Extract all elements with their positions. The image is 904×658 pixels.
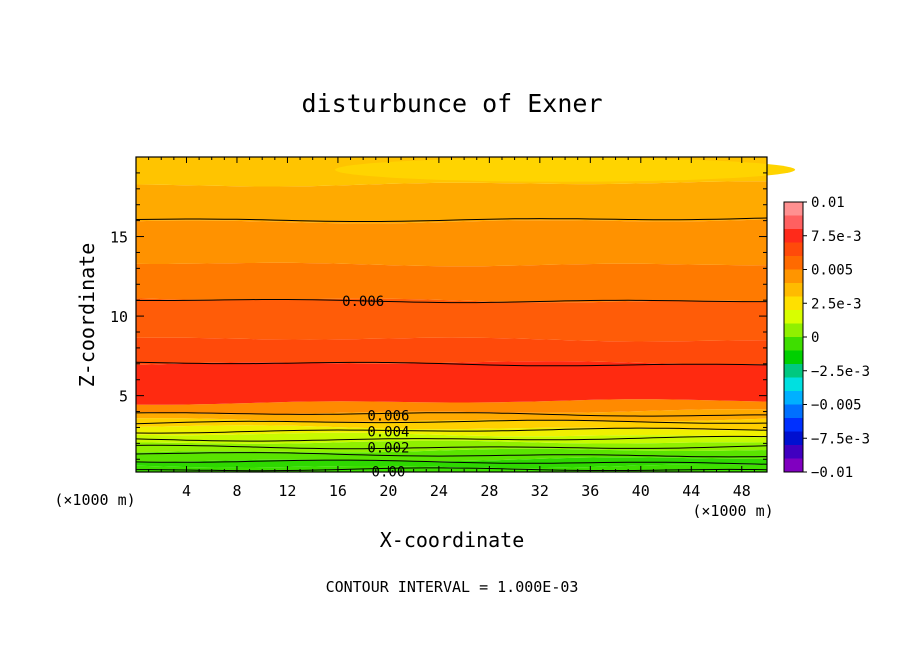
colorbar-swatch (784, 256, 803, 270)
contour-line (135, 459, 768, 465)
colorbar-tick-label: 0.01 (811, 195, 845, 211)
contour-band (136, 418, 767, 431)
colorbar-swatch (784, 215, 803, 230)
colorbar-tick-label: 0.005 (811, 263, 853, 279)
colorbar-tick-label: −0.005 (811, 398, 862, 414)
colorbar-swatch (784, 283, 803, 297)
colorbar-swatch (784, 242, 803, 257)
x-tick-label: 48 (733, 482, 751, 500)
x-tick-label: 24 (430, 482, 448, 500)
y-axis-ticks: 5 10 15 (110, 172, 767, 460)
x-axis-label: X-coordinate (380, 528, 525, 552)
x-units-right: (×1000 m) (692, 502, 773, 520)
y-tick-label: 5 (119, 388, 128, 406)
contour-band (136, 298, 767, 342)
contour-line (135, 217, 768, 222)
x-tick-label: 32 (531, 482, 549, 500)
colorbar-swatch (784, 337, 803, 351)
x-tick-label: 8 (232, 482, 241, 500)
contour-label: 0.002 (367, 441, 409, 457)
colorbar-swatch (784, 445, 803, 459)
x-tick-label: 44 (682, 482, 700, 500)
contour-line (135, 444, 768, 450)
y-tick-label: 10 (110, 308, 128, 326)
colorbar-swatch (784, 310, 803, 324)
colorbar-tick-label: 2.5e-3 (811, 296, 862, 312)
contour-line (136, 299, 767, 304)
colorbar-swatch (784, 350, 803, 365)
contour-band (136, 409, 767, 422)
contour-band (136, 337, 767, 365)
plot-area (136, 157, 796, 472)
x-tick-label: 36 (581, 482, 599, 500)
colorbar-swatch (784, 377, 803, 392)
contour-line (135, 435, 768, 442)
x-tick-label: 4 (182, 482, 191, 500)
colorbar-tick-label: 0 (811, 330, 819, 346)
contour-label: 0.004 (367, 425, 409, 441)
contour-line (135, 427, 768, 434)
y-tick-label: 15 (110, 229, 128, 247)
contour-label: 0.006 (367, 409, 409, 425)
colorbar-tick-label: −7.5e-3 (811, 431, 870, 447)
colorbar-tick-label: −0.01 (811, 465, 853, 481)
contour-interval-note: CONTOUR INTERVAL = 1.000E-03 (326, 578, 579, 596)
x-tick-label: 12 (278, 482, 296, 500)
colorbar-swatch (784, 431, 803, 446)
x-tick-label: 20 (379, 482, 397, 500)
x-units-left: (×1000 m) (54, 491, 135, 509)
contour-band (136, 361, 767, 405)
contour-band (136, 262, 767, 303)
contour-band (136, 219, 767, 267)
x-axis-ticks: 4 8 12 16 20 24 28 32 36 40 44 48 (148, 157, 755, 500)
colorbar-tick-label: −2.5e-3 (811, 364, 870, 380)
contour-line (135, 419, 768, 425)
contour-band (136, 399, 767, 415)
colorbar-swatch (784, 391, 803, 405)
colorbar-swatch (784, 323, 803, 338)
colorbar-swatch (784, 404, 803, 419)
contour-band (136, 440, 767, 453)
colorbar-swatch (784, 418, 803, 432)
colorbar-swatch (784, 202, 803, 216)
contour-line (136, 467, 768, 472)
colorbar-swatch (784, 364, 803, 378)
colorbar-swatch (784, 269, 803, 284)
colorbar: 0.01 7.5e-3 0.005 2.5e-3 0 −2.5e-3 −0.005 −7.5e… (783, 195, 870, 481)
x-tick-label: 40 (632, 482, 650, 500)
chart-title: disturbunce of Exner (301, 89, 602, 118)
colorbar-tick-label: 7.5e-3 (811, 229, 862, 245)
contour-line (135, 412, 767, 417)
contour-line (135, 361, 768, 367)
contour-band (136, 181, 767, 224)
colorbar-swatch (784, 458, 803, 473)
colorbar-swatch (784, 296, 803, 311)
x-tick-label: 16 (329, 482, 347, 500)
colorbar-swatch (784, 229, 803, 243)
contour-line (135, 452, 768, 458)
y-axis-label: Z-coordinate (75, 243, 99, 388)
contour-label: 0.006 (342, 294, 384, 310)
x-tick-label: 28 (480, 482, 498, 500)
contour-band (335, 157, 796, 182)
contour-band (136, 448, 767, 462)
